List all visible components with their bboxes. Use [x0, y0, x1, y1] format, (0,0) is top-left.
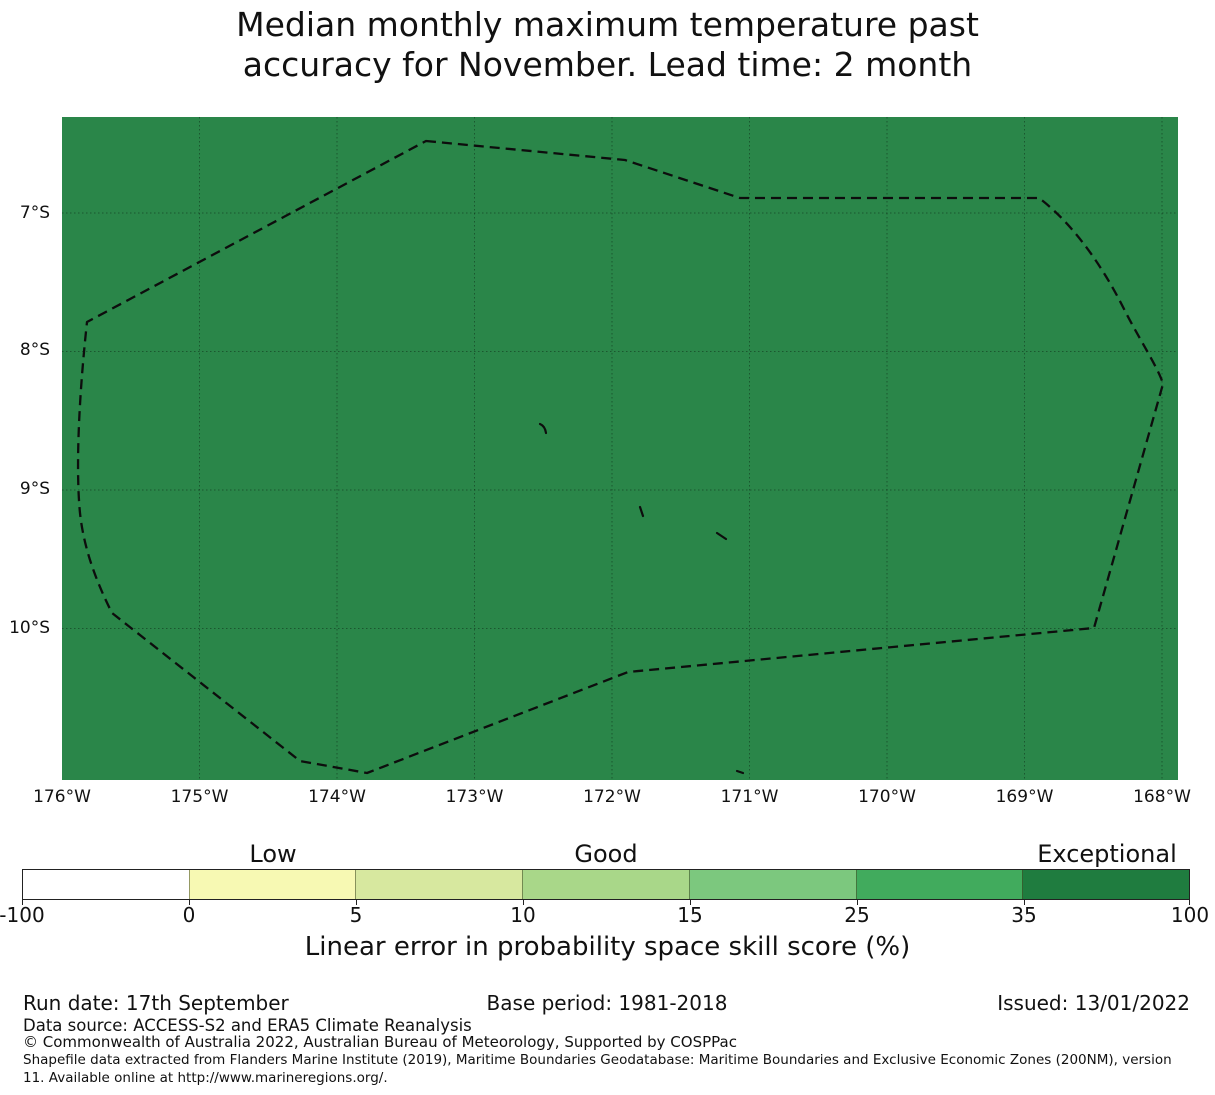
- colorbar-segment: [855, 870, 1023, 899]
- chart-title: Median monthly maximum temperature past …: [236, 5, 979, 84]
- colorbar-tick-label: 15: [677, 903, 703, 927]
- run-date-text: Run date: 17th September: [23, 991, 289, 1015]
- colorbar-segment: [688, 870, 856, 899]
- base-period-text: Base period: 1981-2018: [486, 991, 728, 1015]
- eez-boundary-outline: [76, 139, 1165, 775]
- colorbar-tick: [1024, 900, 1025, 905]
- colorbar-segment: [1022, 870, 1190, 899]
- colorbar-tick-label: 10: [510, 903, 536, 927]
- y-tick-label: 9°S: [19, 479, 50, 499]
- colorbar-tick-label: 0: [182, 903, 196, 927]
- island-marks: [538, 422, 745, 775]
- colorbar-caption: Linear error in probability space skill …: [304, 932, 911, 962]
- colorbar-tick: [523, 900, 524, 905]
- y-tick-label: 8°S: [19, 340, 50, 360]
- x-tick-label: 174°W: [308, 787, 366, 807]
- colorbar-tick-label: 5: [349, 903, 363, 927]
- colorbar-category-exceptional: Exceptional: [1037, 840, 1177, 868]
- colorbar-tick-label: -100: [0, 903, 45, 927]
- copyright-text: © Commonwealth of Australia 2022, Austra…: [23, 1033, 737, 1051]
- colorbar-tick: [356, 900, 357, 905]
- issued-date-text: Issued: 13/01/2022: [997, 991, 1190, 1015]
- colorbar-segment: [23, 870, 189, 899]
- x-tick-label: 168°W: [1133, 787, 1191, 807]
- colorbar-segment: [355, 870, 523, 899]
- colorbar-tick: [857, 900, 858, 905]
- colorbar-tick: [22, 900, 23, 905]
- x-tick-label: 173°W: [445, 787, 504, 807]
- x-tick-label: 169°W: [995, 787, 1054, 807]
- colorbar-tick: [1189, 900, 1190, 905]
- x-tick-label: 170°W: [858, 787, 916, 807]
- y-tick-label: 10°S: [9, 618, 50, 638]
- x-tick-label: 176°W: [33, 787, 91, 807]
- map-canvas: [62, 117, 1178, 780]
- colorbar-segment: [522, 870, 689, 899]
- colorbar-tick-label: 100: [1170, 903, 1210, 927]
- colorbar-tick: [189, 900, 190, 905]
- shapefile-note-text: Shapefile data extracted from Flanders M…: [23, 1052, 1172, 1087]
- colorbar-category-low: Low: [249, 840, 297, 868]
- map-area: [62, 117, 1178, 780]
- y-tick-label: 7°S: [19, 203, 50, 223]
- graticule-gridlines: [62, 117, 1178, 780]
- colorbar-category-good: Good: [574, 840, 638, 868]
- colorbar-tick-label: 35: [1011, 903, 1037, 927]
- data-source-text: Data source: ACCESS-S2 and ERA5 Climate …: [23, 1016, 472, 1035]
- x-tick-label: 175°W: [170, 787, 229, 807]
- colorbar-segment: [188, 870, 356, 899]
- x-tick-label: 172°W: [583, 787, 641, 807]
- colorbar: [22, 869, 1190, 900]
- colorbar-tick: [690, 900, 691, 905]
- colorbar-tick-label: 25: [844, 903, 870, 927]
- x-tick-label: 171°W: [720, 787, 779, 807]
